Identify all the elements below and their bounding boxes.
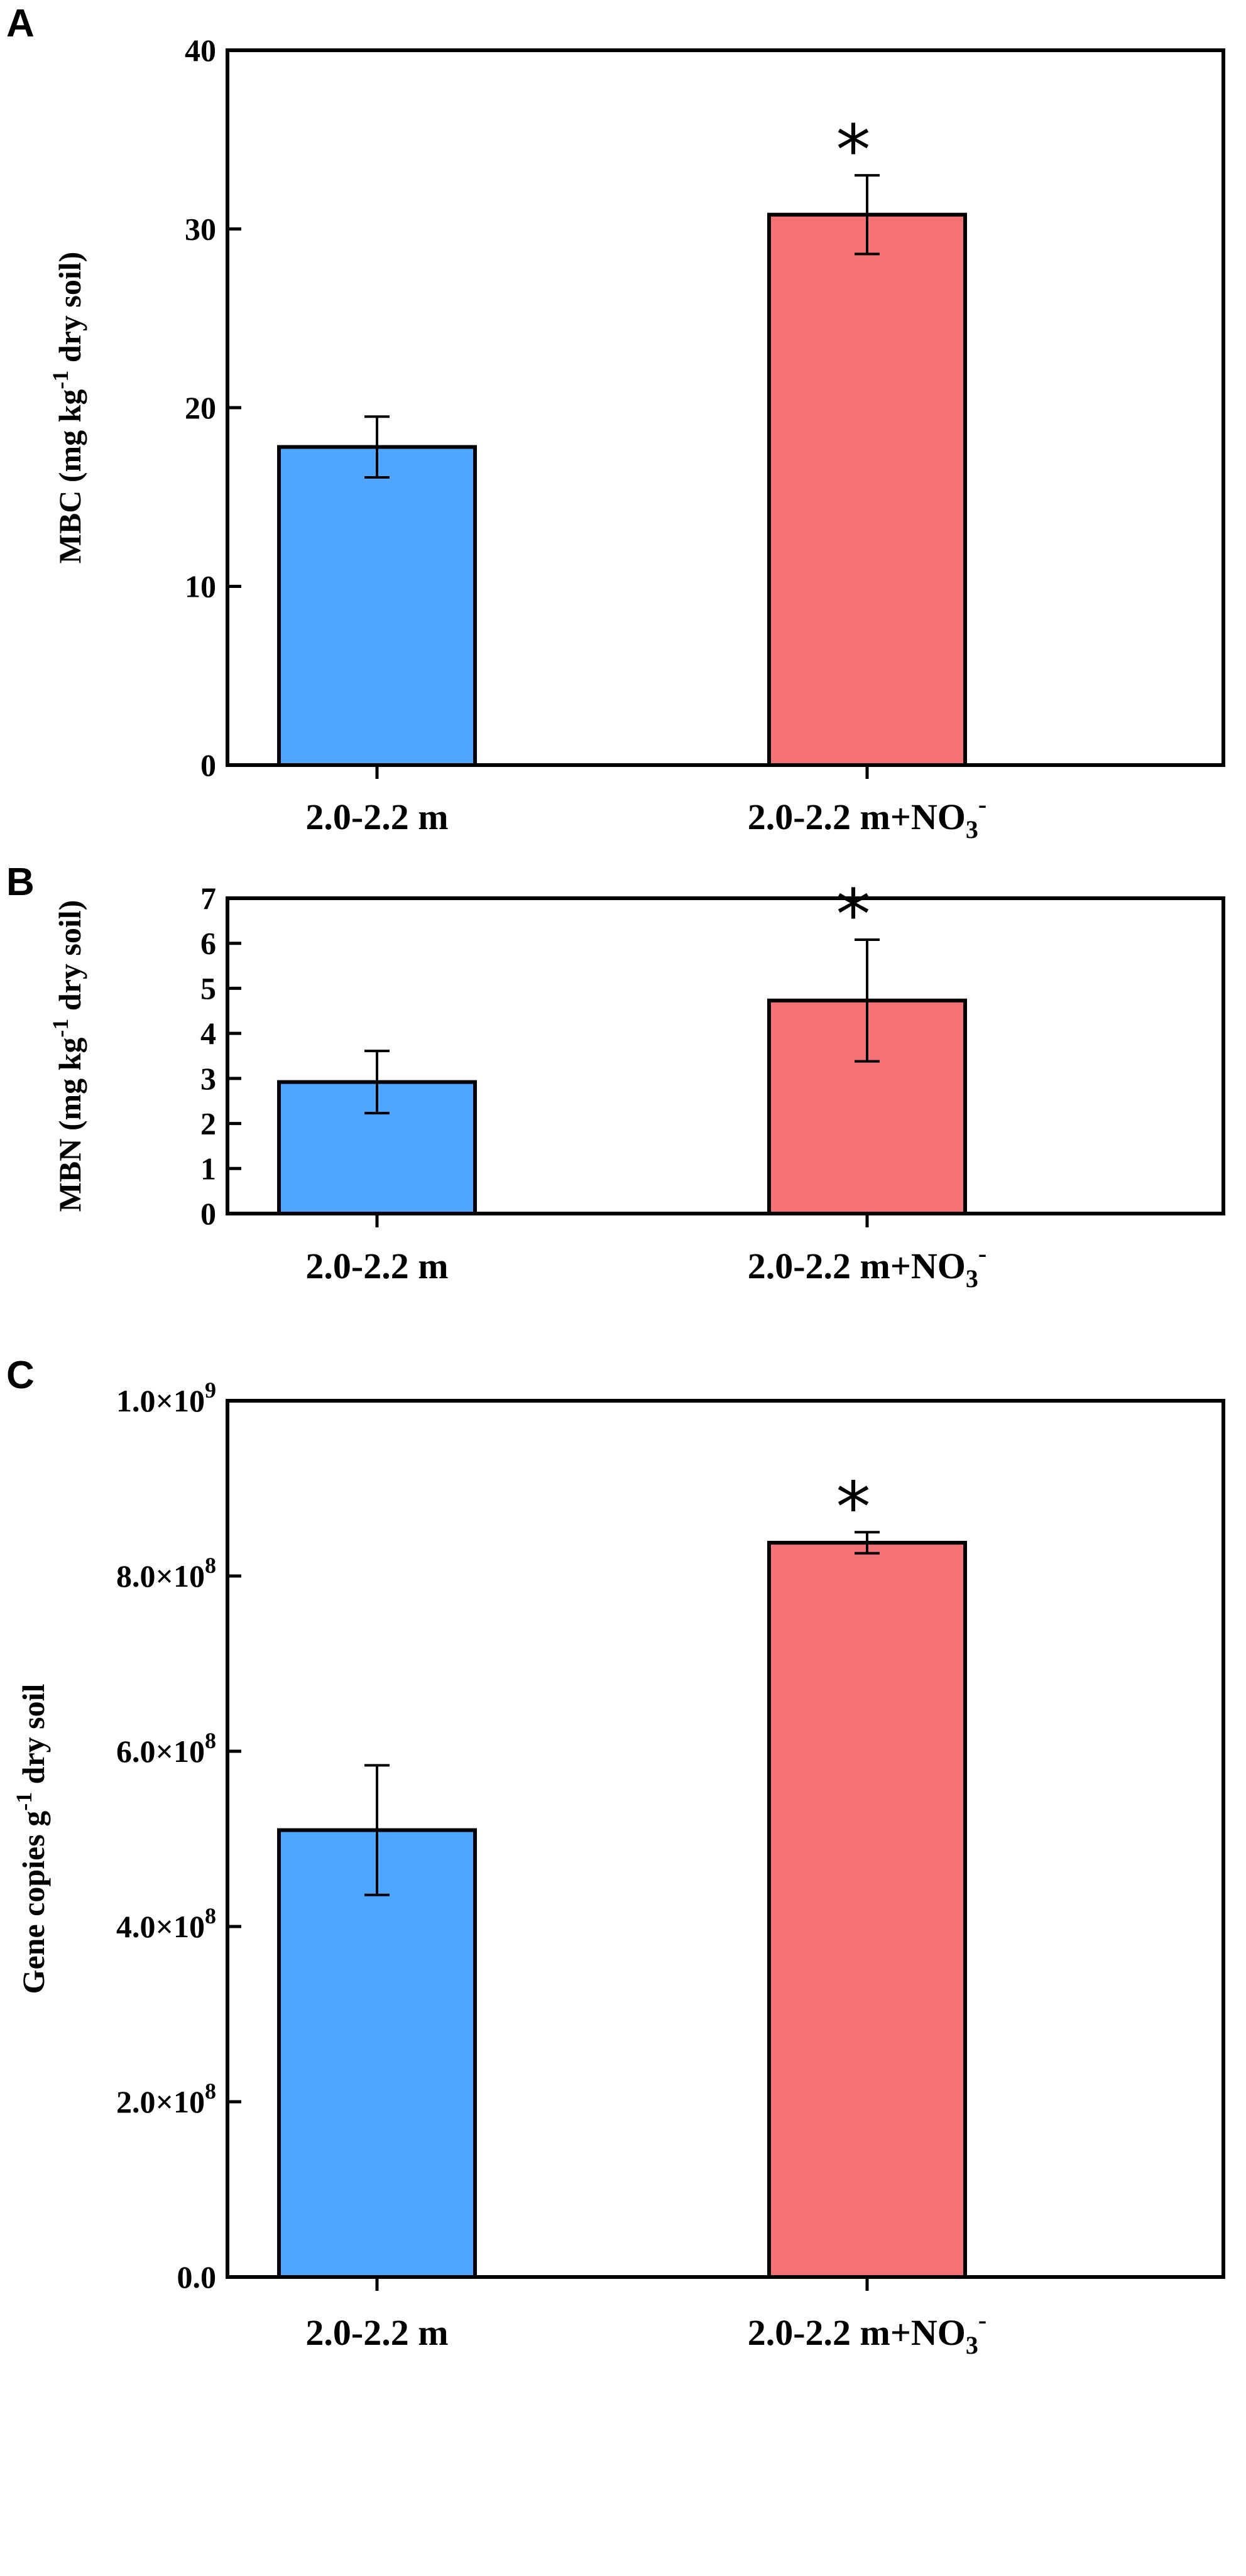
y-axis-title-tail: dry soil) [52, 900, 87, 1019]
panel-label: B [6, 861, 35, 904]
y-tick-label: 1 [200, 1151, 216, 1186]
y-tick-label-base: 3 [200, 1061, 216, 1096]
y-tick-label-exponent: 8 [205, 1728, 216, 1753]
y-tick-label-base: 8.0×10 [116, 1558, 205, 1594]
y-tick-label: 4.0×108 [116, 1903, 216, 1944]
x-tick-label-base: 2.0-2.2 m+NO [748, 2312, 966, 2353]
y-tick-label: 4 [200, 1016, 216, 1051]
y-tick-label: 3 [200, 1061, 216, 1096]
significance-star: * [836, 1467, 871, 1547]
y-tick-label: 0 [200, 1196, 216, 1231]
x-tick-label-superscript: - [978, 1239, 986, 1268]
x-tick-label-superscript: - [978, 2306, 986, 2334]
y-tick-label-exponent: 8 [205, 2079, 216, 2104]
y-axis-title: Gene copies g-1 dry soil [11, 1683, 51, 1994]
y-tick-label-base: 4 [200, 1016, 216, 1051]
bar-2 [767, 212, 967, 767]
y-axis-title-tail: dry soil [16, 1683, 51, 1791]
significance-star: * [836, 874, 871, 955]
y-tick-label: 2 [200, 1106, 216, 1141]
y-tick-label: 1.0×109 [116, 1378, 216, 1418]
y-tick-label: 6 [200, 926, 216, 961]
x-tick-label-base: 2.0-2.2 m [305, 796, 448, 837]
error-bar-1 [364, 1050, 390, 1115]
x-tick-label-subscript: 3 [966, 2331, 978, 2359]
significance-star: * [836, 110, 871, 190]
panel-label: A [6, 2, 35, 45]
y-tick-label-base: 6.0×10 [116, 1734, 205, 1769]
y-tick-label: 2.0×108 [116, 2079, 216, 2119]
y-axis-title-superscript: -1 [11, 1792, 36, 1811]
y-tick-label-base: 1.0×10 [116, 1383, 205, 1418]
y-tick-label-base: 0 [200, 747, 216, 783]
y-tick-label: 0 [200, 747, 216, 783]
y-tick-label-base: 2 [200, 1106, 216, 1141]
x-tick-label: 2.0-2.2 m+NO3- [748, 1239, 987, 1293]
y-tick-label-exponent: 8 [205, 1553, 216, 1578]
y-axis-title-base: Gene copies g [16, 1811, 51, 1994]
error-bar-1 [364, 1764, 390, 1896]
y-tick-label: 10 [185, 569, 216, 604]
y-tick-label-base: 4.0×10 [116, 1909, 205, 1944]
bar-1 [277, 1828, 477, 2280]
x-tick-label-base: 2.0-2.2 m+NO [748, 796, 966, 837]
error-bar-1 [364, 415, 390, 479]
x-tick-label: 2.0-2.2 m+NO3- [748, 2306, 987, 2359]
y-tick-label: 5 [200, 970, 216, 1006]
x-tick-label: 2.0-2.2 m+NO3- [748, 790, 987, 844]
bar-2 [767, 1540, 967, 2279]
panel-label: C [6, 1354, 35, 1397]
y-axis-title-base: MBC (mg kg [52, 389, 87, 564]
y-axis-title-superscript: -1 [48, 1019, 73, 1038]
y-tick-label-base: 20 [185, 390, 216, 425]
chart-panel-c: C*0.02.0×1084.0×1086.0×1088.0×1081.0×109… [6, 1354, 1225, 2359]
x-tick-label-subscript: 3 [966, 1264, 978, 1293]
y-tick-label: 20 [185, 390, 216, 425]
y-tick-label: 30 [185, 212, 216, 247]
x-tick-label-subscript: 3 [966, 815, 978, 844]
plot-frame [226, 1399, 1225, 2279]
y-tick-label-base: 10 [185, 569, 216, 604]
x-tick-label-base: 2.0-2.2 m [305, 2312, 448, 2353]
error-bar-2 [855, 938, 880, 1063]
y-tick-label-base: 0 [200, 1196, 216, 1231]
y-tick-label-base: 5 [200, 970, 216, 1006]
error-bar-2 [855, 1531, 880, 1555]
y-axis-title: MBN (mg kg-1 dry soil) [48, 900, 87, 1212]
x-tick-label: 2.0-2.2 m [305, 796, 448, 837]
y-tick-label-base: 6 [200, 926, 216, 961]
y-tick-label: 7 [200, 881, 216, 916]
y-tick-label-base: 30 [185, 212, 216, 247]
x-tick-label: 2.0-2.2 m [305, 1246, 448, 1286]
y-tick-label-base: 1 [200, 1151, 216, 1186]
chart-panel-a: A * 0 10 20 30 40 2.0-2.2 m 2.0-2.2 m+NO3- MBC (m… [6, 2, 1225, 844]
y-tick-label: 6.0×108 [116, 1728, 216, 1769]
x-tick-label-superscript: - [978, 790, 986, 818]
y-axis-title-base: MBN (mg kg [52, 1038, 87, 1212]
y-tick-label-exponent: 8 [205, 1903, 216, 1928]
bar-1 [277, 445, 477, 768]
y-axis-title: MBC (mg kg-1 dry soil) [48, 252, 87, 564]
plot-frame [226, 896, 1225, 1215]
y-tick-label-exponent: 9 [205, 1378, 216, 1403]
x-tick-label: 2.0-2.2 m [305, 2312, 448, 2353]
x-tick-label-base: 2.0-2.2 m+NO [748, 1246, 966, 1286]
y-tick-label-base: 2.0×10 [116, 2084, 205, 2119]
x-tick-label-base: 2.0-2.2 m [305, 1246, 448, 1286]
y-tick-label: 40 [185, 33, 216, 68]
y-tick-label-base: 0.0 [177, 2259, 217, 2295]
y-tick-label: 0.0 [177, 2259, 217, 2295]
y-axis-title-superscript: -1 [48, 371, 73, 389]
y-tick-label-base: 7 [200, 881, 216, 916]
y-tick-label-base: 40 [185, 33, 216, 68]
error-bar-2 [855, 174, 880, 256]
y-axis-title-tail: dry soil) [52, 252, 87, 371]
y-tick-label: 8.0×108 [116, 1553, 216, 1594]
